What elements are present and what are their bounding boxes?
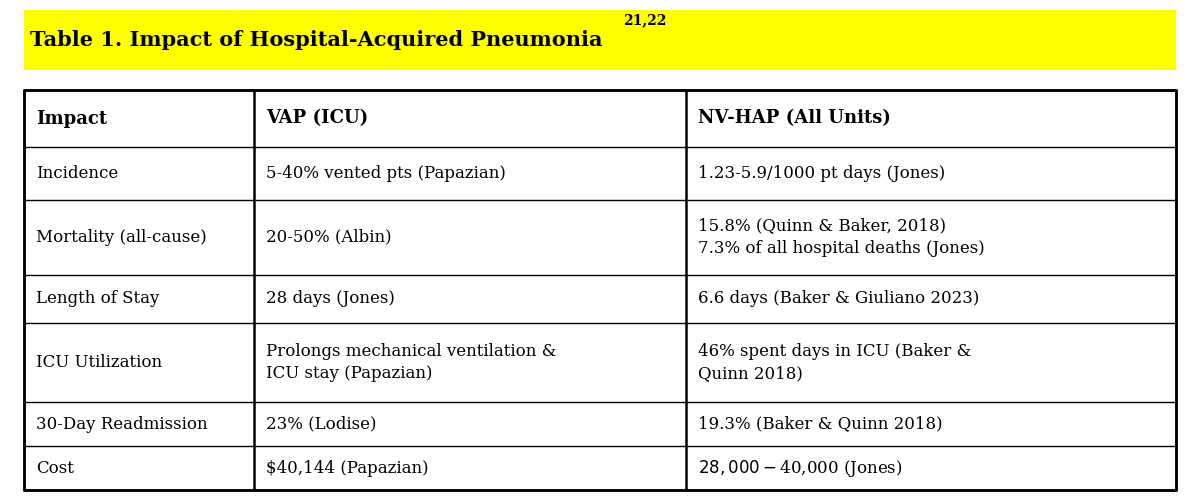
Text: Prolongs mechanical ventilation &
ICU stay (Papazian): Prolongs mechanical ventilation & ICU st… (266, 342, 557, 382)
Text: 30-Day Readmission: 30-Day Readmission (36, 416, 208, 432)
Text: Table 1. Impact of Hospital-Acquired Pneumonia: Table 1. Impact of Hospital-Acquired Pne… (30, 30, 602, 50)
Text: NV-HAP (All Units): NV-HAP (All Units) (698, 110, 892, 128)
Text: ICU Utilization: ICU Utilization (36, 354, 162, 371)
Text: Mortality (all-cause): Mortality (all-cause) (36, 229, 206, 246)
Text: 6.6 days (Baker & Giuliano 2023): 6.6 days (Baker & Giuliano 2023) (698, 290, 979, 308)
Text: Cost: Cost (36, 460, 74, 476)
Text: Length of Stay: Length of Stay (36, 290, 160, 308)
Text: 23% (Lodise): 23% (Lodise) (266, 416, 377, 432)
Text: 5-40% vented pts (Papazian): 5-40% vented pts (Papazian) (266, 165, 506, 182)
Text: 1.23-5.9/1000 pt days (Jones): 1.23-5.9/1000 pt days (Jones) (698, 165, 946, 182)
Text: 28 days (Jones): 28 days (Jones) (266, 290, 395, 308)
Bar (24, 90, 1176, 490)
Text: VAP (ICU): VAP (ICU) (266, 110, 368, 128)
Text: 21,22: 21,22 (623, 13, 666, 27)
Text: 19.3% (Baker & Quinn 2018): 19.3% (Baker & Quinn 2018) (698, 416, 943, 432)
Text: Incidence: Incidence (36, 165, 119, 182)
Text: $40,144 (Papazian): $40,144 (Papazian) (266, 460, 430, 476)
Text: 15.8% (Quinn & Baker, 2018)
7.3% of all hospital deaths (Jones): 15.8% (Quinn & Baker, 2018) 7.3% of all … (698, 218, 985, 257)
Bar (24, 90, 1176, 490)
Text: 20-50% (Albin): 20-50% (Albin) (266, 229, 392, 246)
Bar (24, 10, 1176, 70)
Text: $28,000-$40,000 (Jones): $28,000-$40,000 (Jones) (698, 458, 904, 478)
Text: 46% spent days in ICU (Baker &
Quinn 2018): 46% spent days in ICU (Baker & Quinn 201… (698, 342, 972, 382)
Text: Impact: Impact (36, 110, 107, 128)
